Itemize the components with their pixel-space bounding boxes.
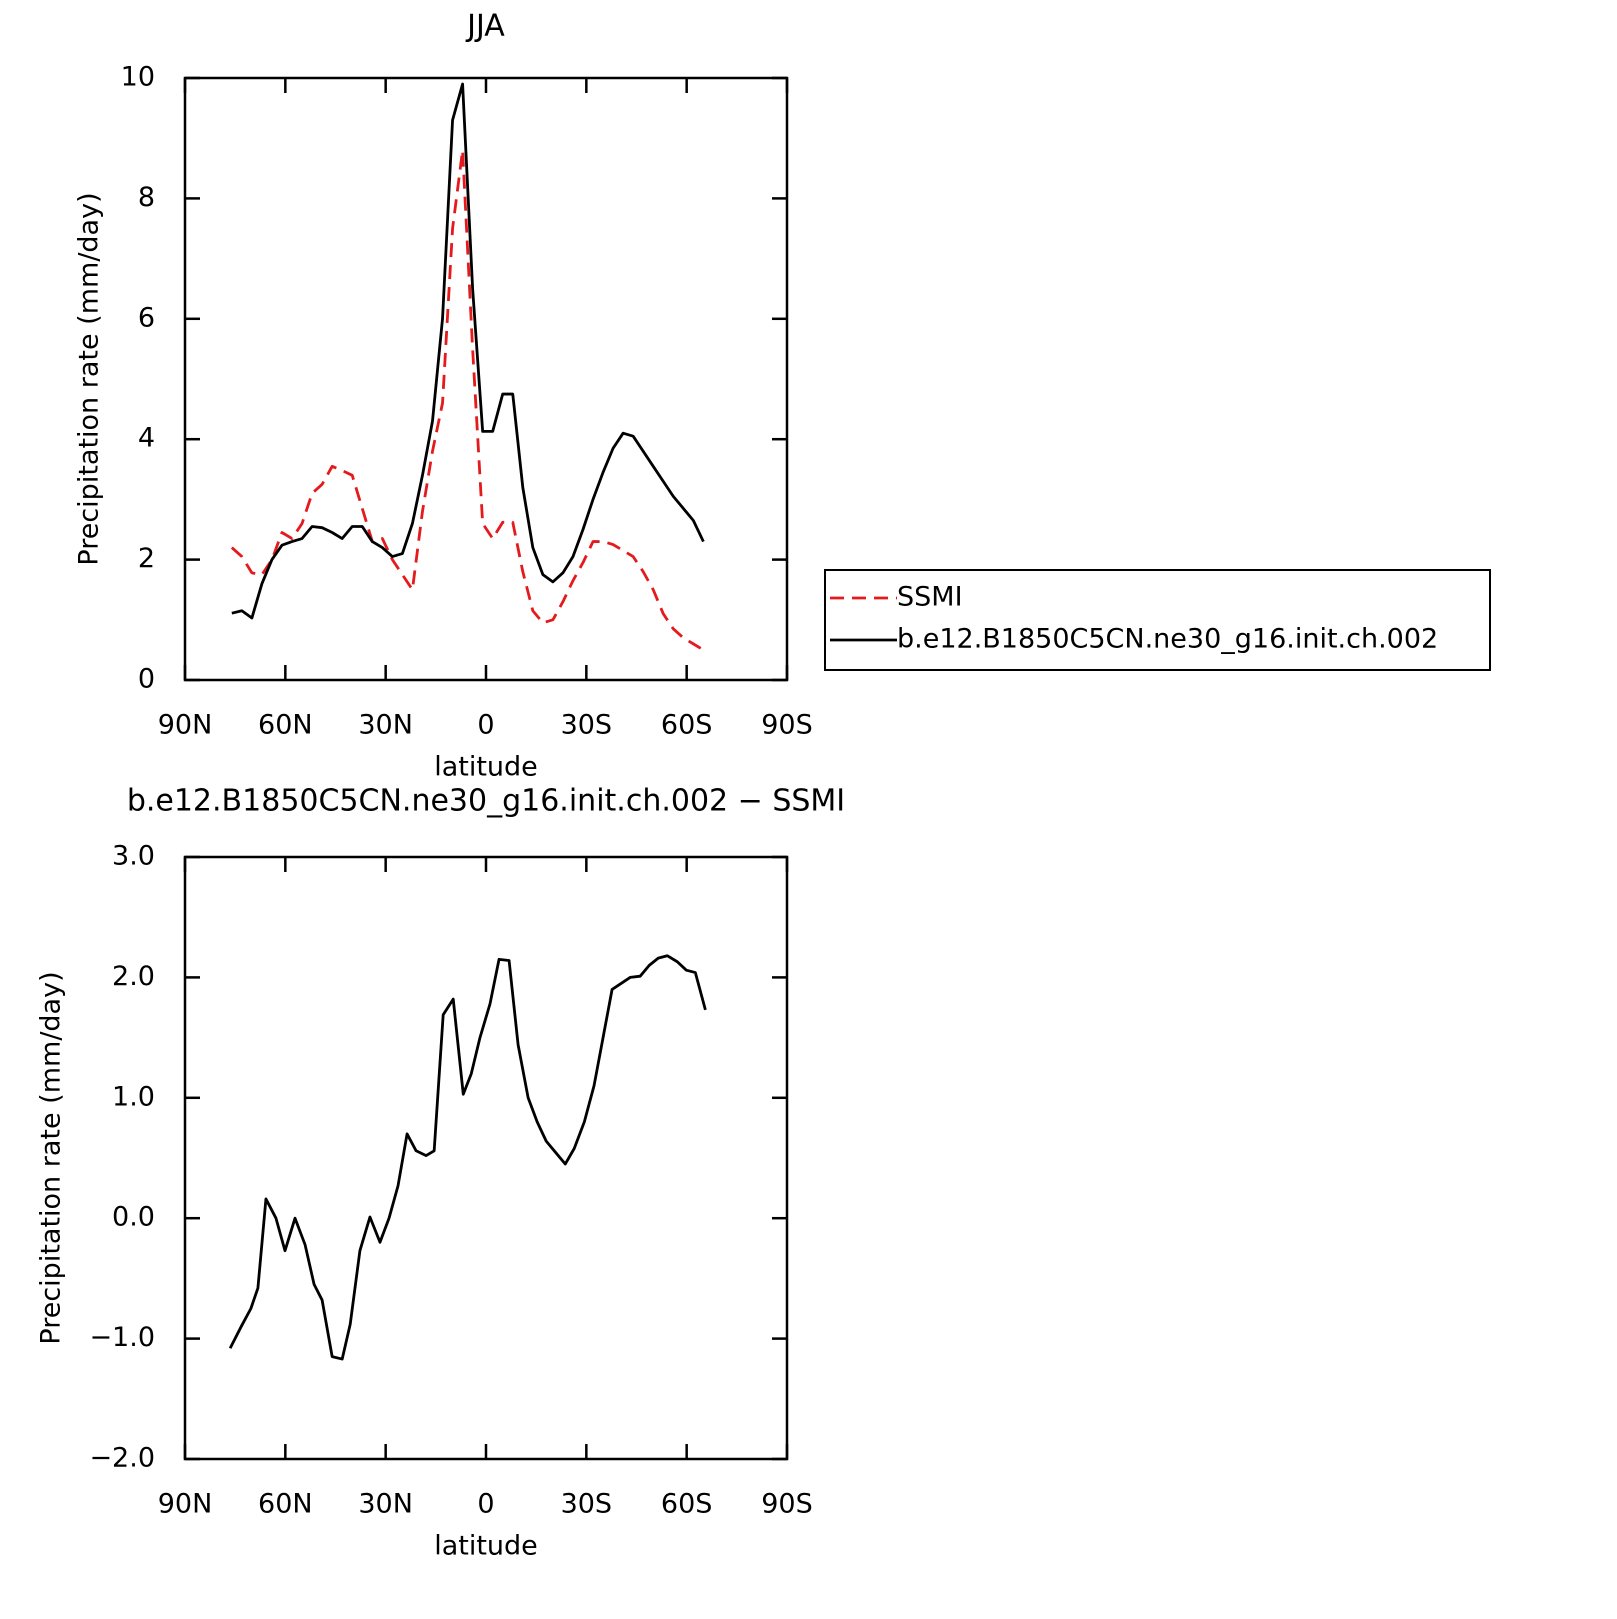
y-tick-label: 8 (138, 182, 155, 213)
y-tick-label: 0 (138, 664, 155, 695)
y-tick-label: 3.0 (112, 841, 155, 872)
x-tick-label: 60S (661, 1489, 713, 1520)
legend-label: SSMI (897, 582, 963, 613)
x-axis-label: latitude (434, 1531, 538, 1562)
y-axis-label: Precipitation rate (mm/day) (36, 971, 67, 1344)
x-tick-label: 30S (561, 1489, 613, 1520)
x-tick-label: 0 (477, 710, 494, 741)
y-axis-label: Precipitation rate (mm/day) (74, 192, 105, 565)
y-tick-label: 0.0 (112, 1202, 155, 1233)
chart-title: JJA (465, 9, 505, 44)
x-tick-label: 90S (761, 710, 813, 741)
x-tick-label: 30S (561, 710, 613, 741)
x-tick-label: 30N (358, 710, 413, 741)
x-tick-label: 60S (661, 710, 713, 741)
y-tick-label: 10 (121, 62, 155, 93)
x-tick-label: 0 (477, 1489, 494, 1520)
plot-frame (183, 855, 789, 1461)
plot-frame (183, 76, 789, 682)
y-tick-label: 1.0 (112, 1081, 155, 1112)
legend-label: b.e12.B1850C5CN.ne30_g16.init.ch.002 (897, 624, 1438, 655)
series-line (231, 82, 705, 620)
x-tick-label: 90S (761, 1489, 813, 1520)
x-tick-label: 60N (258, 1489, 313, 1520)
legend-box (824, 569, 1491, 671)
series-line (230, 148, 705, 652)
y-tick-label: 6 (138, 302, 155, 333)
y-tick-label: 2 (138, 543, 155, 574)
chart-title: b.e12.B1850C5CN.ne30_g16.init.ch.002 − S… (127, 784, 845, 819)
x-tick-label: 30N (358, 1489, 413, 1520)
y-tick-label: 4 (138, 423, 155, 454)
y-tick-label: 2.0 (112, 961, 155, 992)
x-tick-label: 90N (158, 710, 213, 741)
x-tick-label: 90N (158, 1489, 213, 1520)
y-tick-label: −2.0 (89, 1443, 155, 1474)
y-tick-label: −1.0 (89, 1322, 155, 1353)
series-line (228, 954, 707, 1361)
x-axis-label: latitude (434, 752, 538, 783)
x-tick-label: 60N (258, 710, 313, 741)
